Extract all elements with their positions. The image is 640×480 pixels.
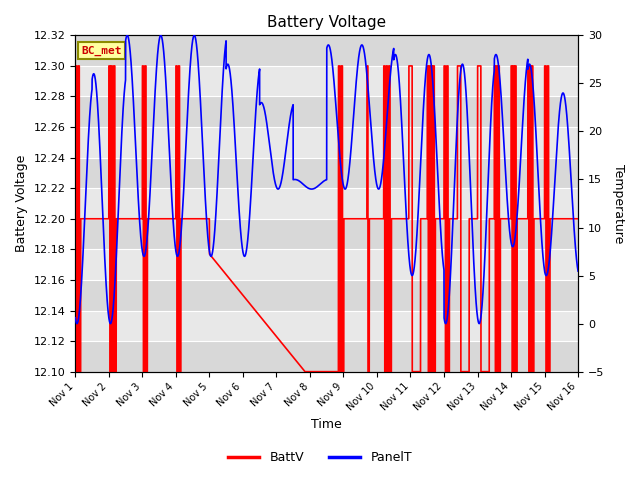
PanelT: [191, 33, 198, 38]
BattV: [73, 369, 81, 374]
Bar: [76, 127, 578, 157]
Title: Battery Voltage: Battery Voltage: [267, 15, 386, 30]
BattV: [376, 216, 383, 222]
BattV: [196, 216, 204, 222]
BattV: [574, 216, 582, 222]
PanelT: [376, 185, 383, 191]
PanelT: [431, 123, 439, 129]
Y-axis label: Temperature: Temperature: [612, 164, 625, 243]
PanelT: [574, 268, 582, 274]
BattV: [72, 63, 79, 69]
Bar: [76, 157, 578, 188]
Line: BattV: BattV: [76, 66, 578, 372]
Bar: [76, 311, 578, 341]
Bar: [76, 280, 578, 311]
Bar: [76, 36, 578, 66]
Y-axis label: Battery Voltage: Battery Voltage: [15, 155, 28, 252]
Bar: [76, 66, 578, 96]
PanelT: [394, 65, 402, 71]
Bar: [76, 249, 578, 280]
PanelT: [309, 186, 317, 192]
Bar: [76, 341, 578, 372]
X-axis label: Time: Time: [311, 419, 342, 432]
Bar: [76, 188, 578, 219]
PanelT: [72, 315, 79, 321]
BattV: [309, 369, 317, 374]
Legend: BattV, PanelT: BattV, PanelT: [223, 446, 417, 469]
Bar: [76, 219, 578, 249]
Text: BC_met: BC_met: [81, 46, 122, 56]
PanelT: [541, 272, 549, 278]
PanelT: [107, 321, 115, 326]
PanelT: [196, 102, 204, 108]
BattV: [431, 216, 439, 222]
Bar: [76, 96, 578, 127]
BattV: [541, 63, 549, 69]
Line: PanelT: PanelT: [76, 36, 578, 324]
BattV: [394, 216, 402, 222]
